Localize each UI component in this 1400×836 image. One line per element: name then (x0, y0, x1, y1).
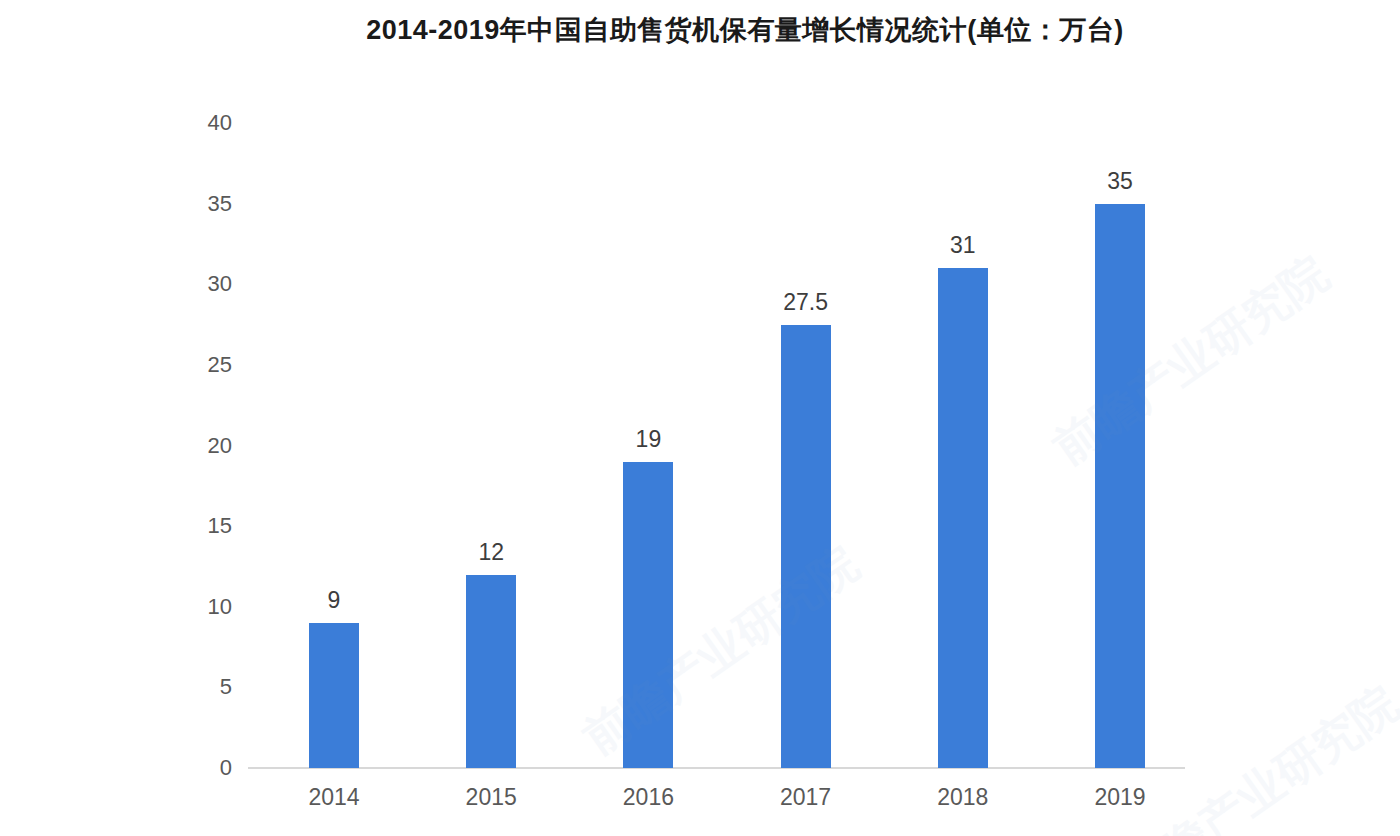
bar-value-label: 12 (431, 537, 551, 567)
y-tick-label: 20 (142, 432, 232, 460)
y-tick-label: 25 (142, 351, 232, 379)
bar-value-label: 9 (274, 585, 394, 615)
x-tick-label: 2019 (1050, 782, 1190, 812)
y-tick-label: 0 (142, 754, 232, 782)
bar-value-label: 35 (1060, 166, 1180, 196)
bar-value-label: 19 (588, 424, 708, 454)
bar (623, 462, 673, 768)
x-tick-label: 2014 (264, 782, 404, 812)
y-tick-label: 40 (142, 109, 232, 137)
bar (781, 325, 831, 768)
bar (309, 623, 359, 768)
x-tick-label: 2017 (736, 782, 876, 812)
x-tick-label: 2016 (578, 782, 718, 812)
x-tick-label: 2018 (893, 782, 1033, 812)
bar-chart: 2014-2019年中国自助售货机保有量增长情况统计(单位：万台) 051015… (0, 0, 1400, 836)
watermark-text: 前瞻产业研究院 (1041, 243, 1340, 478)
plot-area: 0 5 10 15 20 25 30 35 40 9 2014 12 2015 19 2016 27.5 201… (0, 0, 1400, 836)
bar-value-label: 27.5 (746, 287, 866, 317)
x-tick-label: 2015 (421, 782, 561, 812)
y-tick-label: 10 (142, 593, 232, 621)
bar (938, 268, 988, 768)
bar (1095, 204, 1145, 768)
y-tick-label: 35 (142, 190, 232, 218)
y-tick-label: 30 (142, 270, 232, 298)
bar-value-label: 31 (903, 230, 1023, 260)
bar (466, 575, 516, 769)
y-tick-label: 15 (142, 512, 232, 540)
x-axis-line (248, 767, 1185, 769)
y-tick-label: 5 (142, 673, 232, 701)
